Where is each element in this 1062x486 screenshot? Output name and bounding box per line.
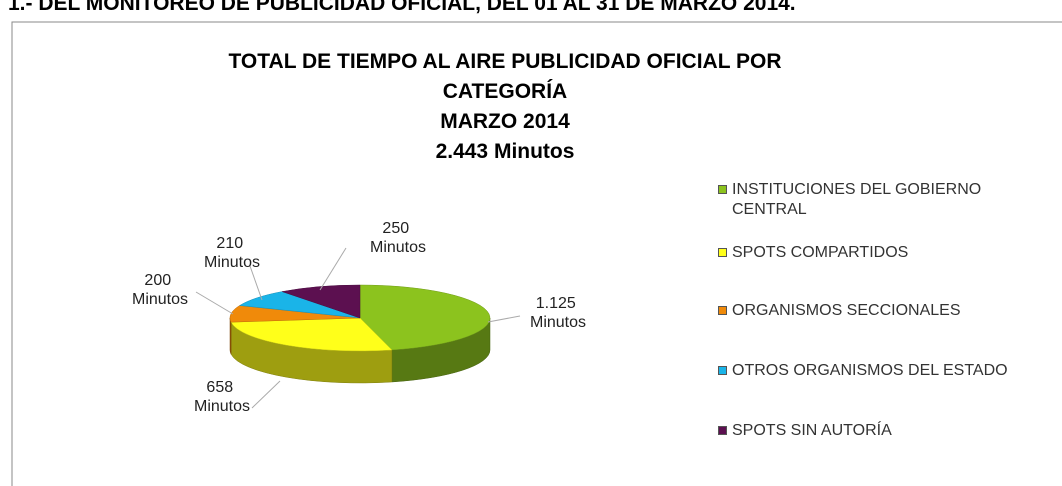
legend-label: SPOTS SIN AUTORÍA [732, 422, 892, 439]
title-line: TOTAL DE TIEMPO AL AIRE PUBLICIDAD OFICI… [228, 50, 781, 73]
leader-line [249, 265, 263, 301]
title-line: 2.443 Minutos [436, 140, 575, 163]
leader-line [251, 380, 281, 409]
leader-line [195, 291, 234, 315]
slice [230, 317, 393, 352]
legend-swatch [718, 366, 727, 375]
legend-label: OTROS ORGANISMOS DEL ESTADO [732, 362, 1008, 379]
header: 1.- DEL MONITOREO DE PUBLICIDAD OFICIAL,… [8, 0, 796, 15]
legend-label: SPOTS COMPARTIDOS [732, 244, 909, 261]
chart-frame [11, 21, 1062, 486]
legend-label: ORGANISMOS SECCIONALES [732, 302, 961, 319]
legend-swatch [718, 426, 727, 435]
leader-line [487, 315, 521, 323]
legend-item: ORGANISMOS SECCIONALES [718, 301, 1058, 321]
data-labels: 1.125 Minutos 658 Minutos 200 Minutos 210 M… [132, 220, 586, 415]
legend-swatch [718, 248, 727, 257]
data-label: 1.125 Minutos [530, 295, 586, 331]
legend-swatch [718, 306, 727, 315]
data-label: 250 Minutos [370, 220, 426, 256]
chart-title: TOTAL DE TIEMPO AL AIRE PUBLICIDAD OFICI… [228, 50, 781, 163]
legend-item: OTROS ORGANISMOS DEL ESTADO [718, 361, 1058, 381]
legend-label: INSTITUCIONES DEL GOBIERNO CENTRAL [732, 181, 982, 218]
slice [359, 284, 491, 351]
legend-item: SPOTS SIN AUTORÍA [718, 421, 1058, 441]
leader-line [319, 247, 347, 291]
legend-item: INSTITUCIONES DEL GOBIERNO CENTRAL [718, 180, 1058, 220]
title-line: CATEGORÍA [443, 80, 567, 103]
legend-swatch [718, 185, 727, 194]
title-line: MARZO 2014 [440, 110, 570, 133]
legend-item: SPOTS COMPARTIDOS [718, 243, 1058, 263]
data-label: 200 Minutos [132, 272, 188, 308]
data-label: 210 Minutos [204, 235, 260, 271]
data-label: 658 Minutos [194, 379, 250, 415]
slice [281, 284, 361, 319]
slice-side [229, 317, 232, 355]
pie [229, 284, 491, 384]
